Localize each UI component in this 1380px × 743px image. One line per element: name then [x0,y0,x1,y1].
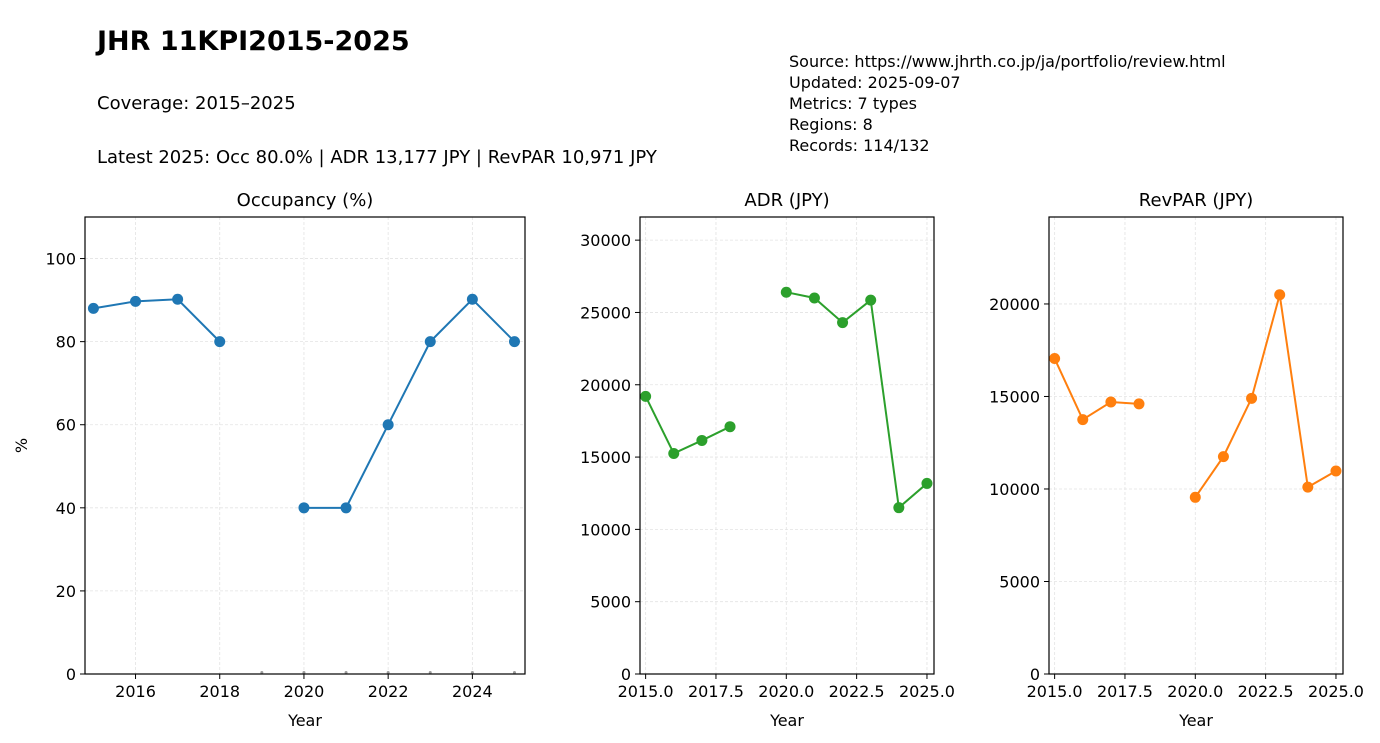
data-point [1246,392,1258,404]
placeholder-mark [428,671,432,674]
meta-records: Records: 114/132 [789,136,930,155]
data-point [921,477,933,489]
series-line [1053,358,1140,422]
data-point [214,336,226,348]
y-tick-label: 30000 [580,231,631,250]
y-tick-label: 20000 [989,295,1040,314]
data-point [1302,481,1314,493]
data-point [424,336,436,348]
data-point [340,502,352,514]
y-tick-label: 60 [56,416,76,435]
placeholder-mark [344,671,348,674]
metadata-block: Source: https://www.jhrth.co.jp/ja/portf… [789,51,1226,156]
y-tick-label: 40 [56,499,76,518]
x-tick-label: 2018 [199,682,240,701]
meta-metrics: Metrics: 7 types [789,94,917,113]
chart-panel-0: 2016 2018 2020 2022 2024 0 20 40 60 80 100 Occupanc… [12,190,526,730]
x-tick-label: 2020.0 [758,682,814,701]
y-tick-label: 100 [45,250,76,269]
data-point [808,292,820,304]
data-point [893,502,905,514]
x-tick-label: 2025.0 [1308,682,1364,701]
data-point [172,293,184,305]
x-tick-label: 2022.5 [1238,682,1294,701]
y-tick-label: 15000 [989,387,1040,406]
y-tick-label: 0 [1030,665,1040,684]
data-point [466,293,478,305]
data-point [1133,398,1145,410]
series-line [303,297,516,509]
chart-panel-2: 2015.0 2017.5 2020.0 2022.5 2025.0 0 5000 10000… [989,190,1364,730]
y-tick-label: 20000 [580,376,631,395]
data-point [1274,289,1286,301]
data-point [696,434,708,446]
data-point [1189,491,1201,503]
coverage-text: Coverage: 2015–2025 [97,93,296,114]
series-line [644,395,731,455]
x-axis-label: Year [769,711,804,730]
x-axis-label: Year [287,711,322,730]
series-line [1194,294,1337,498]
x-tick-label: 2015.0 [1027,682,1083,701]
page-title: JHR 11KPI2015-2025 [97,26,410,57]
chart-title: Occupancy (%) [237,190,374,211]
y-tick-label: 5000 [999,572,1040,591]
data-point [865,294,877,306]
latest-summary: Latest 2025: Occ 80.0% | ADR 13,177 JPY … [97,147,657,168]
y-tick-label: 0 [621,665,631,684]
placeholder-mark [470,671,474,674]
y-tick-label: 0 [66,665,76,684]
meta-regions: Regions: 8 [789,115,873,134]
data-point [1330,465,1342,477]
x-tick-label: 2017.5 [688,682,744,701]
y-tick-label: 10000 [989,480,1040,499]
y-tick-label: 20 [56,582,76,601]
x-tick-label: 2015.0 [618,682,674,701]
data-point [1077,414,1089,426]
data-point [1049,353,1061,365]
chart-panel-1: 2015.0 2017.5 2020.0 2022.5 2025.0 0 5000 10000… [580,190,955,730]
data-point [724,421,736,433]
data-point [837,317,849,329]
x-tick-label: 2024 [452,682,493,701]
x-tick-label: 2016 [115,682,156,701]
data-point [1105,396,1117,408]
axes-frame [84,216,526,675]
chart-title: ADR (JPY) [744,190,829,211]
data-point [508,336,520,348]
y-tick-label: 5000 [590,593,631,612]
axes-frame [639,216,935,675]
data-point [130,295,142,307]
placeholder-mark [260,671,264,674]
data-point [87,302,99,314]
y-tick-label: 25000 [580,303,631,322]
placeholder-mark [302,671,306,674]
axes-frame [1048,216,1344,675]
x-tick-label: 2022.5 [829,682,885,701]
meta-source: Source: https://www.jhrth.co.jp/ja/portf… [789,52,1226,71]
placeholder-mark [512,671,516,674]
x-tick-label: 2020.0 [1167,682,1223,701]
data-point [640,390,652,402]
x-axis-label: Year [1178,711,1213,730]
y-axis-label: % [12,438,31,453]
y-tick-label: 80 [56,333,76,352]
chart-title: RevPAR (JPY) [1139,190,1253,211]
y-tick-label: 10000 [580,520,631,539]
data-point [780,286,792,298]
meta-updated: Updated: 2025-09-07 [789,73,961,92]
data-point [298,502,310,514]
series-line [93,298,221,343]
x-tick-label: 2025.0 [899,682,955,701]
x-tick-label: 2020 [284,682,325,701]
data-point [668,447,680,459]
x-tick-label: 2017.5 [1097,682,1153,701]
data-point [1217,451,1229,463]
data-point [382,419,394,431]
y-tick-label: 15000 [580,448,631,467]
x-tick-label: 2022 [368,682,409,701]
placeholder-mark [386,671,390,674]
